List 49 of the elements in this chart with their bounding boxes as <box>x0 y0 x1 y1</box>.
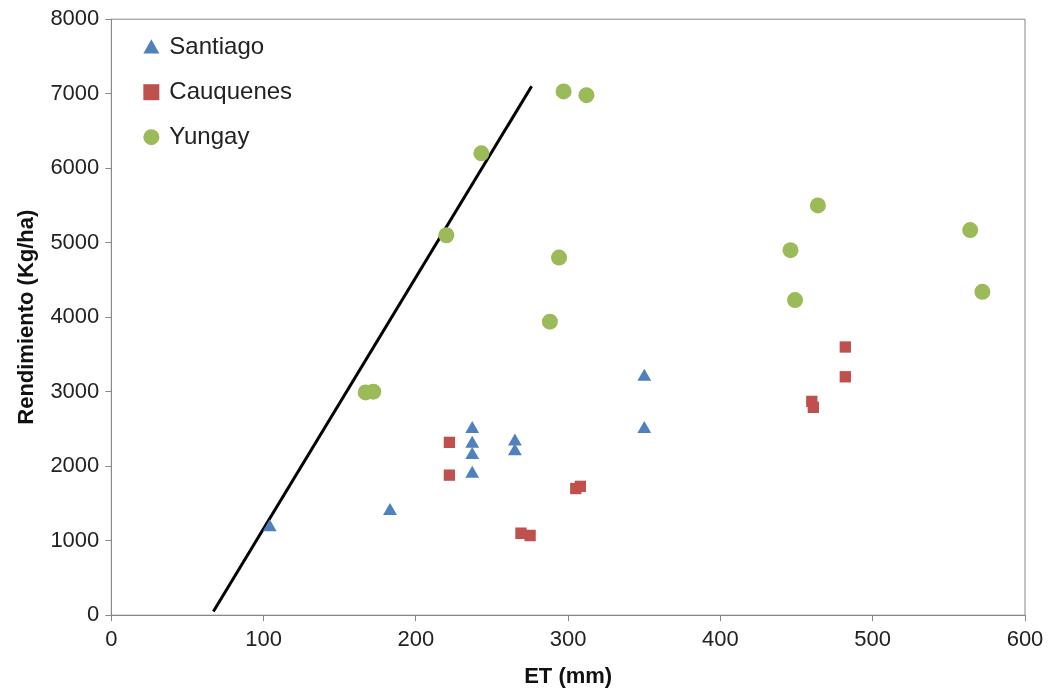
point <box>974 283 991 300</box>
point <box>465 435 480 448</box>
y-axis-title: Rendimiento (Kg/ha) <box>13 209 39 425</box>
point <box>473 145 490 162</box>
x-tick-label: 100 <box>245 626 282 652</box>
point <box>465 420 480 433</box>
point <box>507 443 522 456</box>
point <box>541 313 558 330</box>
x-tick-label: 500 <box>854 626 892 652</box>
y-tick-label: 3000 <box>50 377 100 403</box>
point <box>443 469 456 481</box>
point <box>787 292 804 309</box>
x-tick-label: 0 <box>105 626 118 652</box>
point <box>465 465 480 478</box>
y-tick-label: 2000 <box>50 452 100 478</box>
legend-label: Yungay <box>169 121 250 149</box>
y-tick-label: 6000 <box>50 154 100 180</box>
point <box>555 83 572 100</box>
point <box>383 502 397 515</box>
point <box>551 249 568 266</box>
x-tick-label: 200 <box>397 626 435 652</box>
point <box>262 519 277 532</box>
y-tick-label: 8000 <box>50 5 100 31</box>
point <box>807 401 819 413</box>
y-tick-label: 7000 <box>50 79 100 105</box>
point <box>443 436 456 449</box>
point <box>839 371 851 383</box>
point <box>809 197 826 214</box>
legend-label: Cauquenes <box>169 76 293 104</box>
point <box>578 87 595 104</box>
point <box>839 341 851 353</box>
point <box>962 222 979 239</box>
x-tick-label: 300 <box>549 626 587 652</box>
y-tick-label: 5000 <box>50 228 100 254</box>
point <box>507 433 522 446</box>
legend-label: Santiago <box>169 31 265 59</box>
point <box>465 447 480 460</box>
y-tick-label: 1000 <box>50 526 100 552</box>
point <box>782 242 799 259</box>
x-axis-title: ET (mm) <box>524 662 613 688</box>
point <box>574 480 587 492</box>
point <box>637 368 652 381</box>
point <box>438 227 455 244</box>
y-tick-label: 4000 <box>50 303 100 329</box>
x-tick-label: 400 <box>702 626 739 652</box>
point <box>524 529 536 542</box>
y-tick-label: 0 <box>87 601 100 627</box>
point <box>637 420 652 433</box>
x-tick-label: 600 <box>1006 626 1044 652</box>
